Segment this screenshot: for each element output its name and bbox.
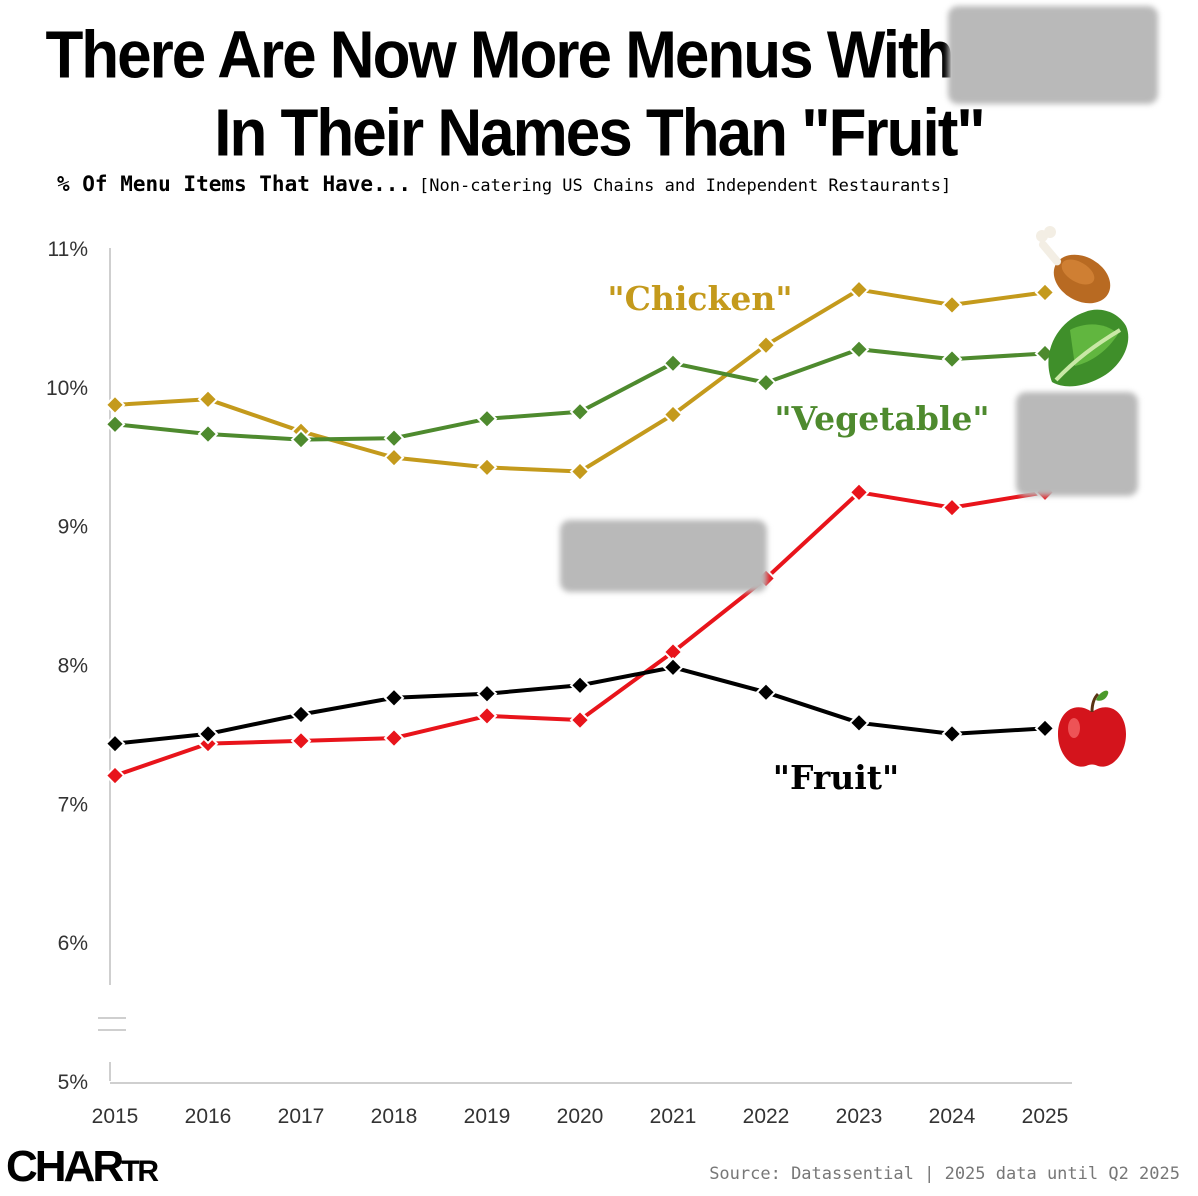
- data-point: [197, 423, 219, 445]
- data-point: [383, 687, 405, 709]
- data-point: [290, 429, 312, 451]
- redacted-title-word: [948, 6, 1158, 104]
- series: [104, 656, 1056, 755]
- data-point: [662, 656, 684, 678]
- data-point: [569, 461, 591, 482]
- data-point: [662, 352, 684, 374]
- data-point: [197, 388, 219, 410]
- x-tick-label: 2017: [278, 1105, 325, 1128]
- data-point: [569, 709, 591, 731]
- y-tick-label: 7%: [58, 793, 88, 816]
- data-point: [383, 447, 405, 469]
- chart-title-line-2: In Their Names Than "Fruit": [214, 96, 986, 171]
- series-icons: [1036, 226, 1129, 767]
- series: [104, 338, 1056, 451]
- y-tick-label: 8%: [58, 655, 88, 678]
- x-tick-label: 2019: [464, 1105, 511, 1128]
- data-point: [941, 723, 963, 745]
- series-label: "Vegetable": [774, 399, 989, 438]
- logo-small: TR: [121, 1155, 159, 1188]
- data-point: [104, 394, 126, 416]
- apple-icon: [1058, 690, 1126, 767]
- y-tick-label: 10%: [46, 377, 88, 400]
- data-point: [383, 427, 405, 449]
- series-line: [114, 287, 1046, 474]
- data-point: [848, 338, 870, 360]
- series-labels: "Chicken" "Vegetable" "Fruit": [607, 279, 989, 797]
- logo-big: CHAR: [6, 1142, 124, 1191]
- x-tick-label: 2018: [371, 1105, 418, 1128]
- data-point: [941, 497, 963, 519]
- lettuce-icon: [1048, 309, 1129, 387]
- data-point: [476, 683, 498, 705]
- subtitle-detail: [Non-catering US Chains and Independent …: [419, 176, 952, 196]
- data-point: [755, 372, 777, 394]
- chicken-leg-icon: [1036, 226, 1111, 304]
- data-point: [848, 279, 870, 301]
- x-tick-label: 2023: [836, 1105, 883, 1128]
- y-tick-label: 5%: [58, 1071, 88, 1094]
- chart-axes: 5% 6% 7% 8% 9% 10% 11% 2015 2016 2017 2018 2019 2020…: [46, 238, 1072, 1128]
- data-point: [104, 413, 126, 435]
- data-point: [569, 401, 591, 423]
- data-point: [755, 334, 777, 356]
- data-point: [383, 727, 405, 749]
- data-point: [104, 733, 126, 755]
- series-label: "Fruit": [773, 758, 899, 797]
- chart-subtitle: % Of Menu Items That Have... [Non-caterin…: [57, 172, 951, 196]
- x-tick-label: 2024: [929, 1105, 976, 1128]
- y-tick-label: 6%: [58, 932, 88, 955]
- subtitle-main: % Of Menu Items That Have...: [57, 172, 412, 196]
- data-point: [941, 294, 963, 316]
- redacted-series-label: [560, 520, 767, 592]
- series: [104, 279, 1056, 482]
- chartr-logo: CHARTR: [6, 1142, 159, 1192]
- data-point: [755, 681, 777, 703]
- data-point: [476, 456, 498, 478]
- y-tick-label: 9%: [58, 516, 88, 539]
- data-point: [290, 730, 312, 752]
- data-point: [197, 723, 219, 745]
- data-point: [848, 712, 870, 734]
- data-point: [476, 408, 498, 430]
- data-point: [104, 765, 126, 786]
- data-point: [848, 481, 870, 503]
- data-point: [569, 674, 591, 696]
- y-tick-label: 11%: [48, 238, 88, 261]
- x-tick-label: 2025: [1022, 1105, 1069, 1128]
- data-point: [1034, 282, 1056, 303]
- x-tick-label: 2021: [650, 1105, 697, 1128]
- x-tick-label: 2022: [743, 1105, 790, 1128]
- series-lines: [104, 279, 1056, 786]
- chart-title-line-1: There Are Now More Menus With: [45, 18, 954, 93]
- x-tick-label: 2020: [557, 1105, 604, 1128]
- data-point: [1034, 717, 1056, 739]
- source-note: Source: Datassential | 2025 data until Q…: [709, 1164, 1180, 1184]
- data-point: [290, 704, 312, 725]
- data-point: [476, 705, 498, 727]
- series-label: "Chicken": [607, 279, 792, 318]
- x-tick-label: 2015: [92, 1105, 139, 1128]
- x-tick-label: 2016: [185, 1105, 232, 1128]
- redacted-series-icon: [1016, 392, 1138, 496]
- data-point: [941, 348, 963, 370]
- data-point: [662, 404, 684, 426]
